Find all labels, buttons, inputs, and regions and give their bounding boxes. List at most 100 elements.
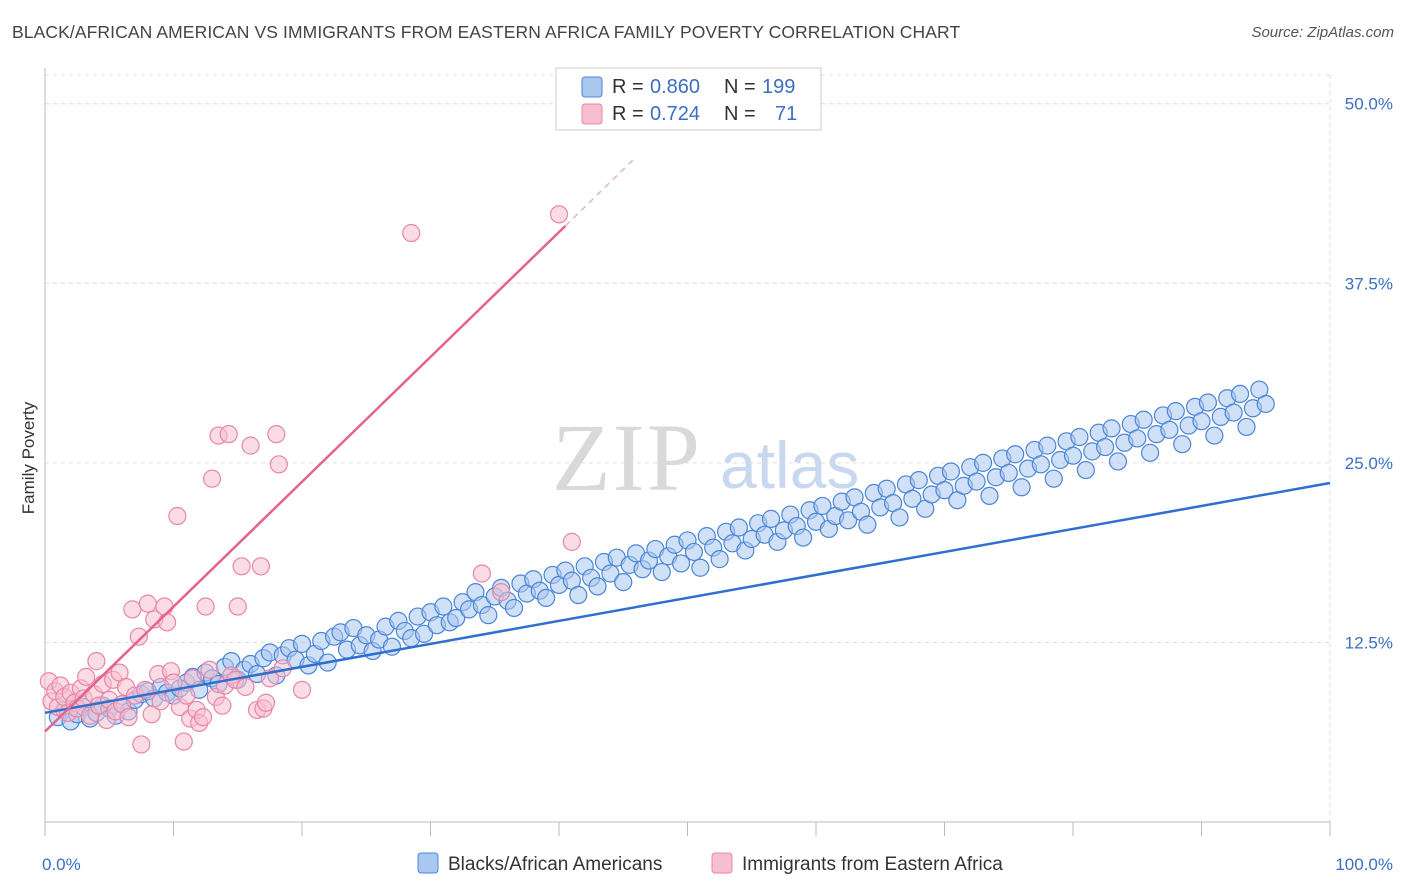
pink-point-50 — [200, 660, 219, 679]
pink-point-72 — [402, 223, 421, 243]
blue-point-180 — [1205, 426, 1224, 445]
blue-point-173 — [1160, 420, 1179, 439]
blue-point-123 — [839, 511, 858, 530]
pink-point-26 — [123, 600, 142, 619]
pink-point-28 — [129, 627, 148, 646]
chart-title: BLACK/AFRICAN AMERICAN VS IMMIGRANTS FRO… — [12, 22, 961, 42]
blue-point-178 — [1192, 412, 1211, 431]
x-tick-label-0: 0.0% — [42, 855, 81, 874]
y-tick-label-0: 12.5% — [1345, 633, 1393, 652]
y-axis-title: Family Poverty — [19, 401, 38, 514]
pink-point-39 — [164, 673, 183, 692]
x-tick-label-1: 100.0% — [1335, 855, 1393, 874]
blue-point-100 — [691, 558, 710, 577]
blue-point-116 — [794, 528, 813, 547]
blue-point-84 — [588, 577, 607, 596]
pink-point-54 — [213, 696, 232, 715]
blue-point-131 — [890, 508, 909, 527]
blue-point-97 — [671, 554, 691, 573]
blue-point-67 — [479, 606, 498, 625]
blue-point-139 — [941, 462, 961, 481]
blue-point-169 — [1134, 410, 1153, 429]
legend-n-label-blue: N = — [724, 76, 756, 98]
pink-point-37 — [157, 613, 177, 632]
pink-point-48 — [193, 708, 213, 727]
y-tick-label-3: 50.0% — [1345, 95, 1393, 114]
blue-point-150 — [1012, 478, 1031, 497]
pink-trend-extension — [564, 156, 637, 227]
blue-point-144 — [973, 453, 993, 472]
legend-r-label-pink: R = — [612, 103, 644, 125]
blue-point-174 — [1166, 402, 1185, 421]
blue-point-154 — [1038, 436, 1057, 455]
blue-point-153 — [1031, 455, 1050, 474]
pink-point-73 — [472, 564, 491, 583]
pink-point-36 — [155, 597, 174, 616]
pink-point-42 — [174, 732, 193, 751]
blue-point-145 — [980, 486, 999, 506]
blue-point-164 — [1102, 419, 1121, 438]
data-points — [39, 205, 1275, 754]
blue-point-103 — [710, 550, 729, 569]
legend-n-value-blue: 199 — [762, 76, 795, 98]
legend-r-value-pink: 0.724 — [650, 103, 700, 125]
blue-point-138 — [935, 481, 954, 500]
y-tick-label-2: 37.5% — [1345, 274, 1393, 293]
pink-point-29 — [132, 735, 151, 754]
blue-point-175 — [1173, 435, 1192, 454]
blue-point-38 — [292, 634, 312, 653]
blue-point-155 — [1044, 469, 1063, 488]
y-tick-label-1: 25.0% — [1345, 454, 1393, 473]
trend-lines — [44, 156, 1331, 733]
pink-point-59 — [228, 597, 247, 616]
blue-point-76 — [537, 588, 556, 608]
watermark-atlas: atlas — [720, 428, 859, 502]
blue-point-106 — [729, 518, 749, 537]
pink-point-32 — [142, 705, 161, 724]
blue-point-134 — [909, 471, 928, 490]
pink-point-31 — [138, 594, 157, 613]
blue-point-188 — [1256, 394, 1275, 414]
blue-point-179 — [1198, 393, 1218, 412]
pink-point-66 — [256, 693, 276, 712]
blue-point-94 — [652, 562, 671, 582]
bottom-legend: Blacks/African Americans Immigrants from… — [417, 852, 1003, 875]
blue-point-99 — [684, 542, 704, 562]
watermark-zip: ZIP — [552, 404, 702, 511]
blue-point-163 — [1096, 437, 1115, 457]
pink-point-68 — [267, 425, 286, 444]
bottom-legend-swatch-pink — [711, 852, 733, 874]
blue-point-81 — [569, 585, 588, 605]
blue-point-184 — [1230, 384, 1250, 404]
source-label: Source: ZipAtlas.com — [1251, 24, 1394, 41]
blue-point-60 — [434, 597, 453, 616]
blue-point-148 — [999, 463, 1018, 483]
y-tick-labels: 12.5% 25.0% 37.5% 50.0% — [1345, 95, 1393, 653]
blue-point-126 — [858, 515, 877, 534]
legend-box: R = 0.860 N = 199 R = 0.724 N = 71 — [555, 67, 822, 131]
blue-point-133 — [903, 489, 922, 508]
pink-point-76 — [492, 583, 511, 602]
pink-point-75 — [562, 532, 581, 551]
legend-n-label-pink: N = — [724, 103, 756, 125]
blue-point-158 — [1063, 446, 1083, 465]
blue-point-159 — [1070, 427, 1089, 447]
pink-point-69 — [269, 455, 288, 474]
pink-point-60 — [232, 557, 251, 576]
legend-n-value-pink: 71 — [775, 103, 797, 125]
blue-point-168 — [1128, 429, 1147, 448]
blue-point-88 — [614, 572, 633, 592]
blue-point-111 — [761, 509, 781, 528]
pink-point-25 — [119, 708, 138, 727]
legend-swatch-pink — [581, 103, 603, 125]
blue-point-149 — [1006, 445, 1025, 464]
pink-point-71 — [292, 680, 312, 699]
legend-r-value-blue: 0.860 — [650, 76, 700, 98]
pink-point-56 — [219, 425, 238, 444]
pink-trend-line — [44, 224, 567, 733]
blue-point-170 — [1140, 443, 1160, 462]
blue-point-57 — [414, 624, 434, 643]
pink-point-61 — [236, 677, 255, 697]
bottom-legend-label-blue: Blacks/African Americans — [448, 854, 662, 875]
